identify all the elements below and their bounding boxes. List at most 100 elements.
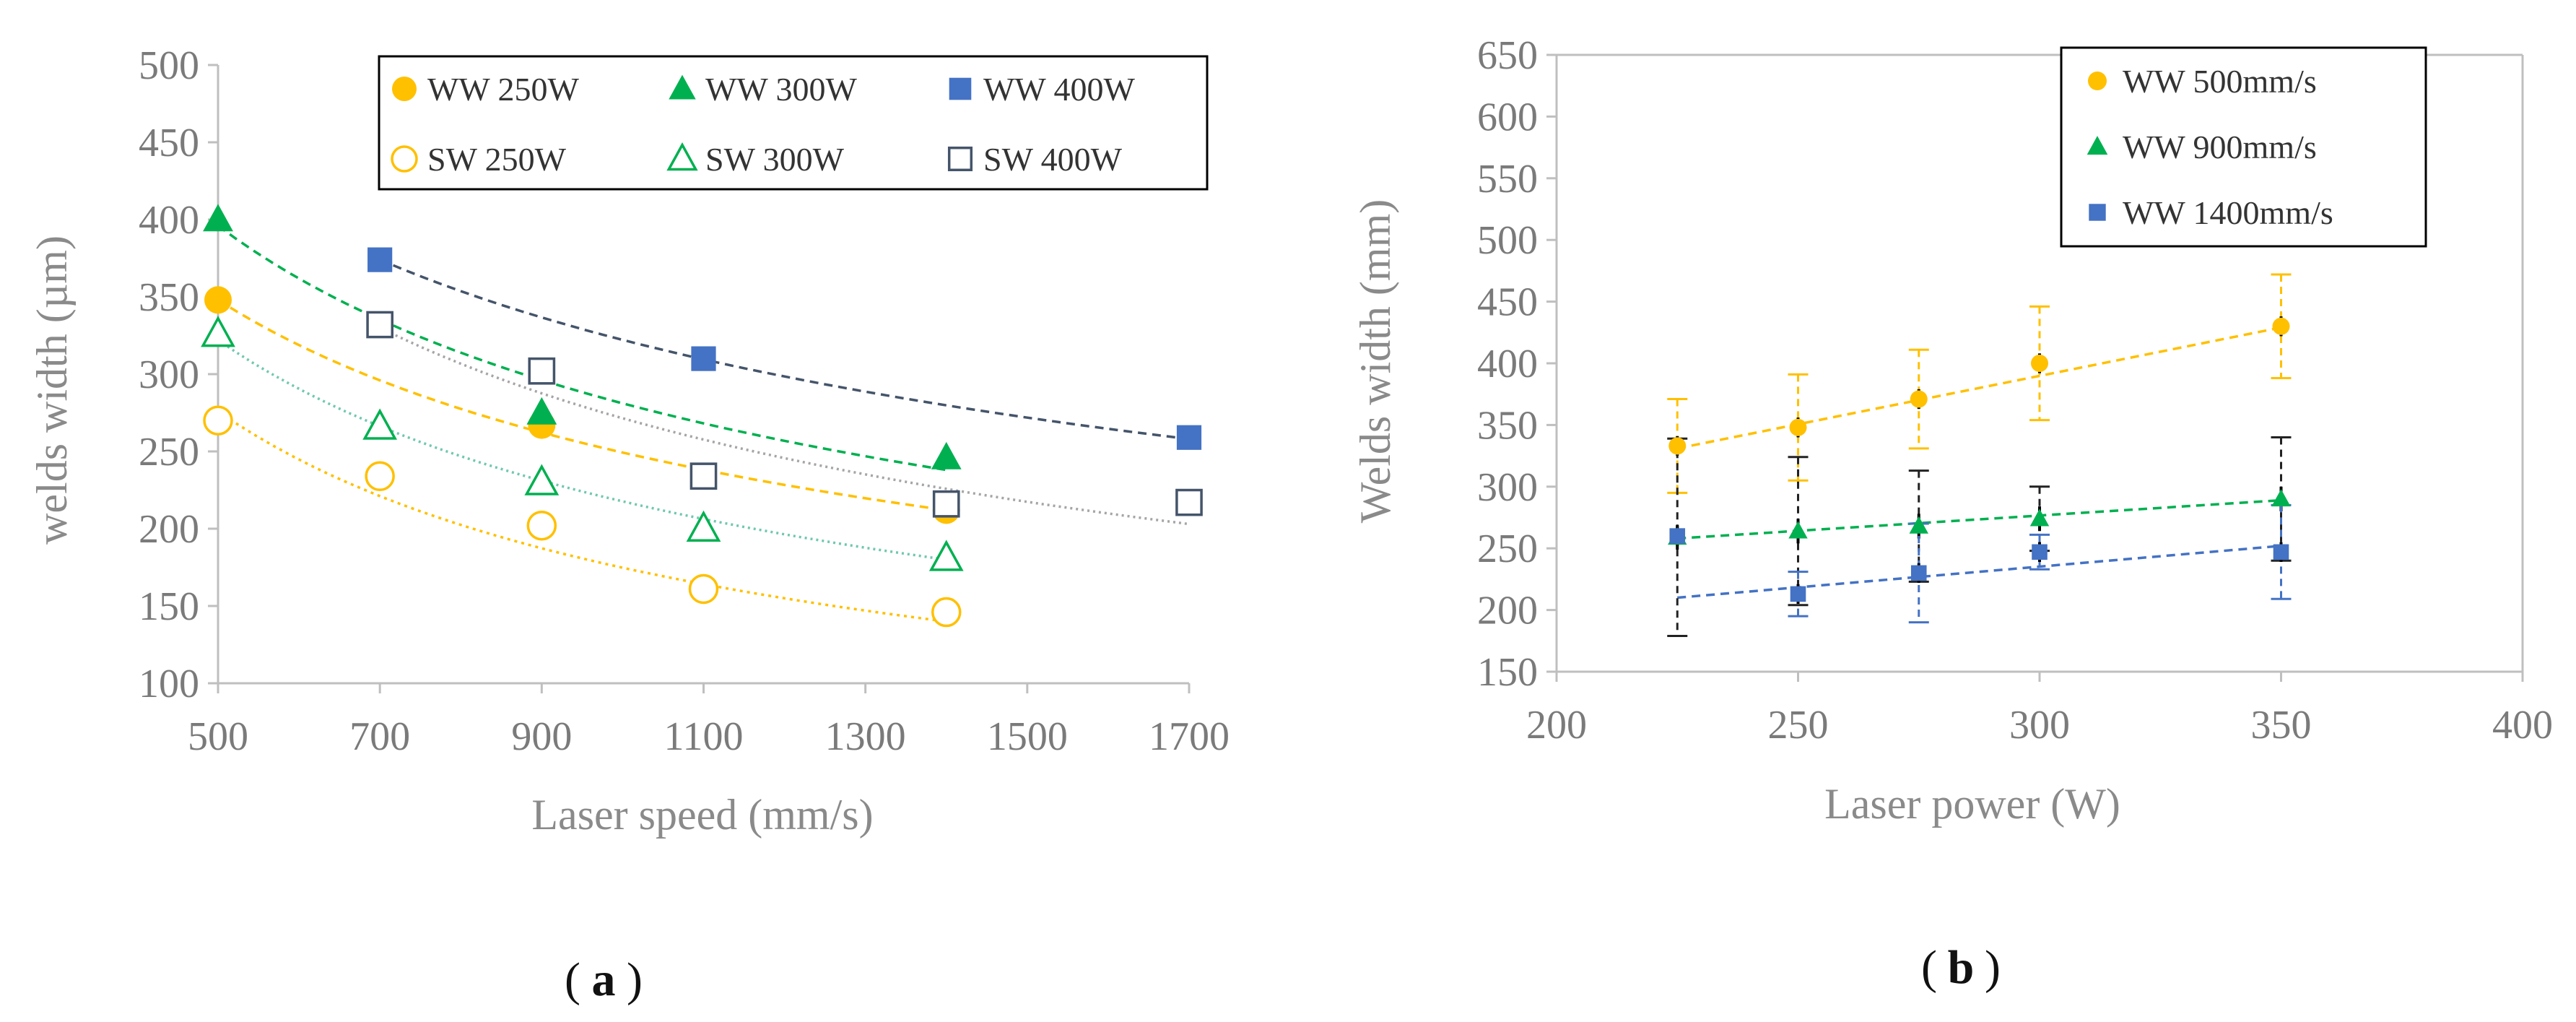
- panel-a-x-tick-label: 500: [188, 714, 248, 759]
- point-ww-500mm-s: [1668, 437, 1687, 455]
- trendline-sw-250w: [217, 410, 947, 623]
- panel-b-y-tick-label: 600: [1477, 95, 1538, 139]
- panel-b-x-tick-label: 300: [2009, 703, 2070, 748]
- panel-a-legend: WW 250W WW 300W WW 400W SW 250W SW 300W SW 40…: [378, 55, 1209, 191]
- panel-b-xlabel: Laser power (W): [1824, 780, 2120, 828]
- panel-a-y-tick-label: 100: [139, 662, 199, 706]
- legend-marker-sw-400w: [947, 146, 973, 172]
- panel-a: 100 150 200 250 300 350 400 450 500 500 700 900 1100…: [28, 43, 1230, 1006]
- panel-b-x-tick-label: 200: [1526, 703, 1587, 748]
- legend-label-sw-250w: SW 250W: [427, 141, 567, 178]
- panel-b-x-tick-label: 250: [1768, 703, 1829, 748]
- legend-marker-sw-250w: [391, 145, 418, 173]
- panel-a-y-tick-label: 500: [139, 43, 199, 88]
- trendline-ww-500mm-s: [1676, 326, 2281, 450]
- panel-a-x-tick-label: 1100: [664, 714, 744, 759]
- point-ww-1400mm-s: [2273, 544, 2289, 560]
- point-sw-250w: [931, 597, 962, 628]
- panel-a-x-tick-label: 700: [349, 714, 410, 759]
- point-sw-400w: [528, 357, 556, 385]
- panel-b-y-tick-label: 300: [1477, 465, 1538, 510]
- point-sw-300w: [201, 316, 235, 347]
- point-ww-1400mm-s: [1910, 565, 1927, 581]
- legend-marker-ww-900mm-s: [2087, 136, 2108, 155]
- point-sw-250w: [526, 510, 557, 541]
- legend-label-ww-1400mm-s: WW 1400mm/s: [2123, 194, 2333, 231]
- svg-text:(: (: [1921, 941, 1937, 994]
- legend-label-sw-300w: SW 300W: [705, 141, 845, 178]
- legend-label-sw-400w: SW 400W: [983, 141, 1123, 178]
- panel-a-xlabel: Laser speed (mm/s): [531, 791, 873, 839]
- legend-label-ww-250w: WW 250W: [427, 71, 580, 108]
- point-ww-900mm-s: [1909, 516, 1928, 534]
- panel-b-y-tick-label: 650: [1477, 33, 1538, 78]
- trendline-ww-250w: [217, 298, 947, 512]
- panel-a-caption-letter: a: [592, 953, 616, 1006]
- panel-b-y-tick-label: 150: [1477, 650, 1538, 695]
- legend-label-ww-900mm-s: WW 900mm/s: [2123, 129, 2317, 165]
- panel-a-markers: [201, 204, 1203, 628]
- legend-label-ww-400w: WW 400W: [983, 71, 1136, 108]
- point-ww-400w: [691, 346, 716, 371]
- legend-marker-sw-300w: [666, 142, 698, 171]
- legend-marker-ww-250w: [392, 77, 417, 101]
- panel-b-y-tick-label: 500: [1477, 218, 1538, 263]
- panel-a-y-tick-label: 150: [139, 584, 199, 629]
- point-sw-300w: [686, 510, 721, 542]
- panel-a-x-tick-label: 900: [511, 714, 572, 759]
- panel-b-legend: WW 500mm/s WW 900mm/s WW 1400mm/s: [2060, 46, 2427, 248]
- trendline-sw-400w: [379, 326, 1190, 526]
- panel-b-y-tick-label: 200: [1477, 589, 1538, 633]
- panel-a-ylabel: welds width (µm): [28, 235, 76, 545]
- point-ww-500mm-s: [2272, 317, 2290, 335]
- svg-text:(: (: [565, 953, 580, 1006]
- panel-a-axes: [208, 64, 1191, 693]
- legend-marker-ww-400w: [949, 77, 972, 100]
- point-sw-300w: [524, 464, 560, 495]
- panel-a-x-tick-label: 1700: [1149, 714, 1230, 759]
- svg-text:): ): [1985, 941, 2001, 994]
- panel-a-y-tick-label: 400: [139, 198, 199, 243]
- panel-a-y-tick-label: 350: [139, 275, 199, 320]
- legend-label-ww-500mm-s: WW 500mm/s: [2123, 63, 2317, 100]
- panel-a-legend-box: [378, 55, 1209, 191]
- point-sw-300w: [362, 408, 398, 440]
- point-sw-400w: [932, 490, 960, 518]
- point-ww-1400mm-s: [2032, 544, 2048, 560]
- point-sw-250w: [203, 405, 233, 436]
- point-ww-500mm-s: [1910, 390, 1928, 408]
- panel-a-trendlines: [217, 225, 1190, 623]
- panel-b-ylabel: Welds width (mm): [1352, 199, 1399, 523]
- panel-b-trendlines: [1676, 326, 2281, 599]
- point-sw-300w: [928, 540, 964, 571]
- point-ww-300w: [203, 204, 233, 232]
- panel-b-x-tick-label: 400: [2492, 703, 2553, 748]
- panel-b: 150 200 250 300 350 400 450 500 550 600 650 200 250 3…: [1352, 33, 2553, 994]
- point-ww-300w: [931, 441, 962, 469]
- point-ww-900mm-s: [1788, 521, 1808, 539]
- panel-b-tick-labels: 150 200 250 300 350 400 450 500 550 600 650 200 250 3…: [1477, 33, 2553, 748]
- legend-marker-ww-300w: [669, 74, 696, 100]
- panel-b-y-tick-label: 450: [1477, 280, 1538, 325]
- trendline-ww-400w: [379, 258, 1190, 441]
- panel-a-y-tick-label: 300: [139, 352, 199, 397]
- panel-a-y-tick-label: 250: [139, 430, 199, 475]
- point-ww-1400mm-s: [1669, 528, 1686, 544]
- point-ww-900mm-s: [2029, 508, 2050, 527]
- trendline-ww-900mm-s: [1677, 498, 2281, 540]
- panel-b-error-bars: [1667, 273, 2292, 637]
- point-sw-250w: [365, 461, 395, 491]
- panel-b-markers: [1668, 317, 2291, 602]
- point-sw-400w: [689, 462, 718, 490]
- legend-marker-ww-500mm-s: [2088, 72, 2107, 90]
- panel-a-caption: ( a ): [565, 953, 643, 1006]
- point-sw-250w: [688, 573, 719, 605]
- panel-b-y-tick-label: 250: [1477, 527, 1538, 571]
- panel-b-legend-box: [2060, 46, 2427, 248]
- svg-text:): ): [627, 953, 643, 1006]
- point-ww-250w: [204, 286, 232, 314]
- trendline-ww-300w: [217, 225, 947, 472]
- panel-b-y-tick-label: 350: [1477, 403, 1538, 448]
- panel-b-y-tick-label: 400: [1477, 342, 1538, 386]
